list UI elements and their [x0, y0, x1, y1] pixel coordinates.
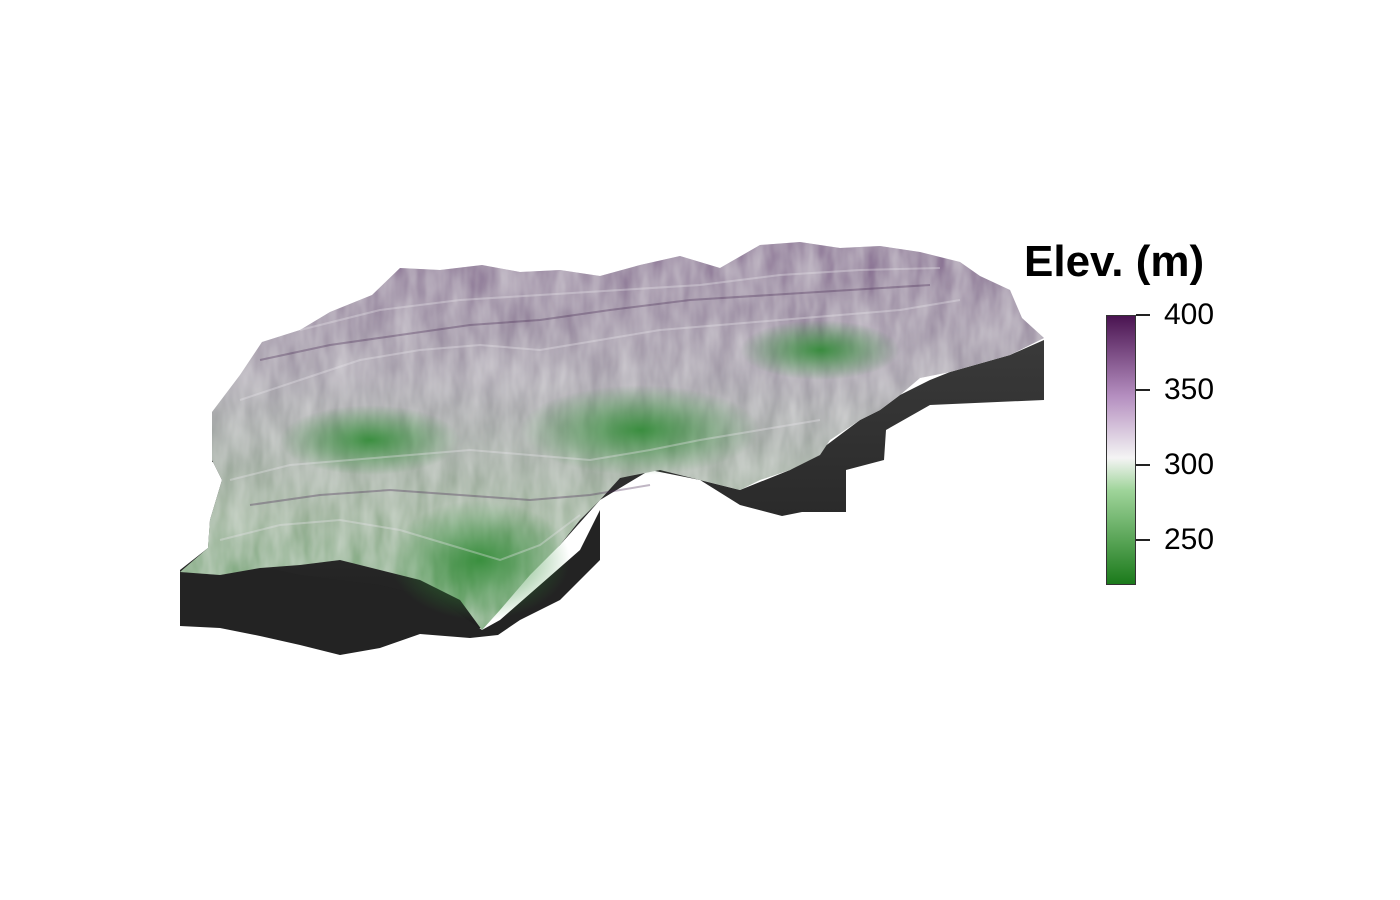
colorbar-tick-label: 300 [1164, 448, 1215, 481]
ridge-shadows [249, 284, 931, 506]
valley-shading [520, 385, 760, 475]
legend-title: Elev. (m) [1024, 237, 1205, 286]
valley-shading [740, 320, 900, 380]
elevation-colorbar [1106, 315, 1136, 585]
colorbar-tick-label: 350 [1164, 373, 1215, 406]
colorbar-tick-mark [1136, 539, 1150, 541]
colorbar-tick-label: 250 [1164, 523, 1215, 556]
colorbar-tick-mark [1136, 464, 1150, 466]
valley-shading [390, 500, 570, 620]
ridge-lines [219, 267, 961, 562]
colorbar-tick-mark [1136, 389, 1150, 391]
colorbar-tick-mark [1136, 314, 1150, 316]
colorbar-tick-label: 400 [1164, 298, 1215, 331]
terrain-front-wall [180, 510, 600, 655]
valley-shading [280, 405, 460, 475]
